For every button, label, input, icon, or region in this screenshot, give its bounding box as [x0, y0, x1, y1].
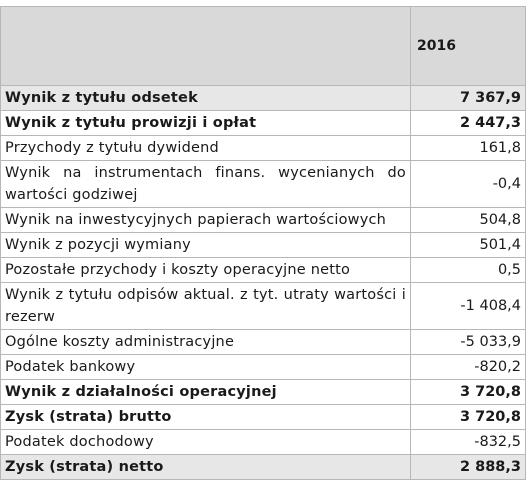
row-value: -1 408,4 — [410, 282, 526, 330]
row-value: 0,5 — [410, 257, 526, 283]
row-label: Przychody z tytułu dywidend — [0, 135, 411, 161]
row-value: 2 447,3 — [410, 110, 526, 136]
table-row: Wynik z tytułu odsetek 7 367,9 — [0, 85, 526, 111]
row-label: Wynik z pozycji wymiany — [0, 232, 411, 258]
table-row: Podatek dochodowy -832,5 — [0, 429, 526, 455]
row-label: Pozostałe przychody i koszty operacyjne … — [0, 257, 411, 283]
table-row: Wynik z tytułu prowizji i opłat 2 447,3 — [0, 110, 526, 136]
row-value: -832,5 — [410, 429, 526, 455]
table-row: Wynik na instrumentach finans. wyceniany… — [0, 160, 526, 208]
table-row: Pozostałe przychody i koszty operacyjne … — [0, 257, 526, 283]
row-value: 501,4 — [410, 232, 526, 258]
row-label: Wynik z tytułu odsetek — [0, 85, 411, 111]
row-value: -820,2 — [410, 354, 526, 380]
row-label: Zysk (strata) netto — [0, 454, 411, 480]
row-value: 2 888,3 — [410, 454, 526, 480]
table-row: Podatek bankowy -820,2 — [0, 354, 526, 380]
row-value: 161,8 — [410, 135, 526, 161]
table-row: Wynik z pozycji wymiany 501,4 — [0, 232, 526, 258]
row-value: 7 367,9 — [410, 85, 526, 111]
row-label: Wynik na inwestycyjnych papierach wartoś… — [0, 207, 411, 233]
row-value: -5 033,9 — [410, 329, 526, 355]
row-label: Podatek dochodowy — [0, 429, 411, 455]
table-row: Ogólne koszty administracyjne -5 033,9 — [0, 329, 526, 355]
table-row: Zysk (strata) brutto 3 720,8 — [0, 404, 526, 430]
row-label: Ogólne koszty administracyjne — [0, 329, 411, 355]
header-label-cell — [0, 6, 411, 86]
row-label: Wynik na instrumentach finans. wyceniany… — [0, 160, 411, 208]
row-value: 504,8 — [410, 207, 526, 233]
table-row: Zysk (strata) netto 2 888,3 — [0, 454, 526, 480]
row-value: 3 720,8 — [410, 404, 526, 430]
row-value: 3 720,8 — [410, 379, 526, 405]
row-label: Zysk (strata) brutto — [0, 404, 411, 430]
row-label: Wynik z tytułu prowizji i opłat — [0, 110, 411, 136]
row-label: Wynik z tytułu odpisów aktual. z tyt. ut… — [0, 282, 411, 330]
table-row: Wynik na inwestycyjnych papierach wartoś… — [0, 207, 526, 233]
header-year: 2016 — [410, 6, 526, 86]
row-value: -0,4 — [410, 160, 526, 208]
income-statement-table: 2016 Wynik z tytułu odsetek 7 367,9 Wyni… — [0, 6, 526, 480]
table-row: Przychody z tytułu dywidend 161,8 — [0, 135, 526, 161]
table-row: Wynik z działalności operacyjnej 3 720,8 — [0, 379, 526, 405]
table-row: Wynik z tytułu odpisów aktual. z tyt. ut… — [0, 282, 526, 330]
table-header-row: 2016 — [0, 6, 526, 86]
row-label: Podatek bankowy — [0, 354, 411, 380]
row-label: Wynik z działalności operacyjnej — [0, 379, 411, 405]
